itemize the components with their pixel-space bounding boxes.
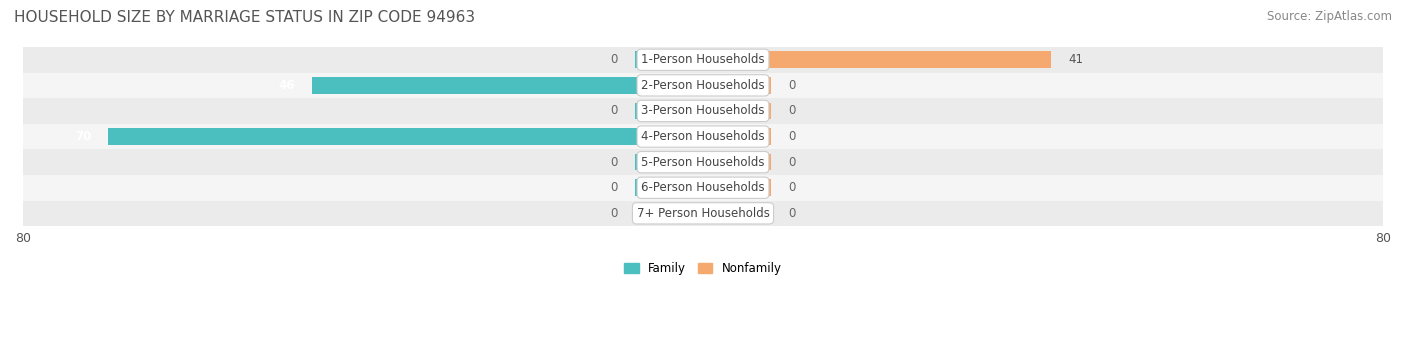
Text: 0: 0: [610, 53, 619, 66]
Bar: [703, 77, 770, 94]
Bar: [703, 103, 770, 119]
Bar: [22, 149, 1384, 175]
Bar: [703, 128, 770, 145]
Text: 0: 0: [787, 155, 796, 169]
Bar: [22, 47, 1384, 73]
Bar: [636, 179, 703, 196]
Text: 0: 0: [610, 207, 619, 220]
Text: 46: 46: [278, 79, 295, 92]
Text: 7+ Person Households: 7+ Person Households: [637, 207, 769, 220]
Text: 0: 0: [610, 104, 619, 117]
Bar: [22, 73, 1384, 98]
Bar: [636, 51, 703, 68]
Text: Source: ZipAtlas.com: Source: ZipAtlas.com: [1267, 10, 1392, 23]
Bar: [636, 154, 703, 170]
Bar: [22, 175, 1384, 201]
Text: 3-Person Households: 3-Person Households: [641, 104, 765, 117]
Text: 0: 0: [787, 130, 796, 143]
Text: 4-Person Households: 4-Person Households: [641, 130, 765, 143]
Text: 0: 0: [787, 104, 796, 117]
Text: 0: 0: [787, 79, 796, 92]
Bar: [636, 103, 703, 119]
Bar: [312, 77, 703, 94]
Bar: [22, 98, 1384, 124]
Text: 0: 0: [610, 155, 619, 169]
Text: 0: 0: [787, 207, 796, 220]
Text: 0: 0: [610, 181, 619, 194]
Bar: [703, 179, 770, 196]
Bar: [108, 128, 703, 145]
Bar: [22, 201, 1384, 226]
Text: 6-Person Households: 6-Person Households: [641, 181, 765, 194]
Legend: Family, Nonfamily: Family, Nonfamily: [620, 257, 786, 280]
Text: 2-Person Households: 2-Person Households: [641, 79, 765, 92]
Bar: [636, 205, 703, 222]
Bar: [703, 154, 770, 170]
Bar: [22, 124, 1384, 149]
Text: HOUSEHOLD SIZE BY MARRIAGE STATUS IN ZIP CODE 94963: HOUSEHOLD SIZE BY MARRIAGE STATUS IN ZIP…: [14, 10, 475, 25]
Text: 41: 41: [1069, 53, 1084, 66]
Text: 1-Person Households: 1-Person Households: [641, 53, 765, 66]
Text: 5-Person Households: 5-Person Households: [641, 155, 765, 169]
Bar: [703, 51, 1052, 68]
Text: 70: 70: [75, 130, 91, 143]
Bar: [703, 205, 770, 222]
Text: 0: 0: [787, 181, 796, 194]
